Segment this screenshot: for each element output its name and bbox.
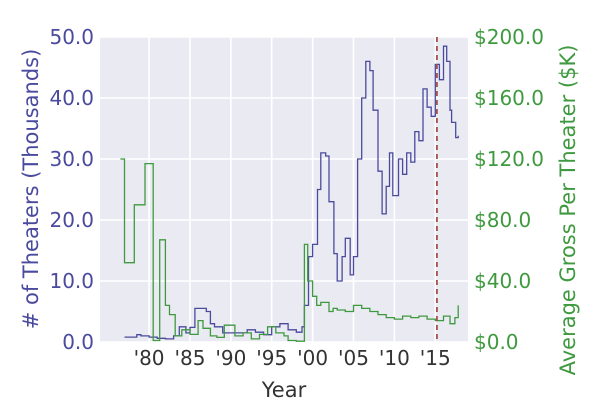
left-y-tick-label: 50.0 (49, 25, 94, 49)
grid (100, 36, 468, 343)
right-y-tick-label: $160.0 (474, 86, 544, 110)
right-y-tick-label: $200.0 (474, 25, 544, 49)
left-y-tick-label: 0.0 (62, 330, 94, 354)
x-tick-label: '00 (297, 346, 328, 370)
left-y-tick-label: 30.0 (49, 147, 94, 171)
avg-gross-series-line (120, 158, 459, 342)
right-y-tick-labels: $0.0 $40.0 $80.0 $120.0 $160.0 $200.0 (474, 25, 544, 354)
right-y-tick-label: $40.0 (474, 269, 531, 293)
left-y-tick-label: 40.0 (49, 86, 94, 110)
left-y-axis-label: # of Theaters (Thousands) (19, 49, 43, 330)
theaters-series-line (124, 45, 459, 340)
x-tick-label: '15 (420, 346, 451, 370)
right-y-tick-label: $0.0 (474, 330, 519, 354)
x-tick-label: '90 (215, 346, 246, 370)
left-y-tick-labels: 0.0 10.0 20.0 30.0 40.0 50.0 (49, 25, 94, 354)
right-y-axis-label: Average Gross Per Theater ($K) (556, 45, 580, 376)
x-tick-label: '80 (134, 346, 165, 370)
left-y-tick-label: 20.0 (49, 208, 94, 232)
x-tick-labels: '80 '85 '90 '95 '00 '05 '10 '15 (134, 346, 451, 370)
x-tick-label: '85 (174, 346, 205, 370)
plot-background (100, 37, 468, 342)
x-tick-label: '10 (379, 346, 410, 370)
left-y-tick-label: 10.0 (49, 269, 94, 293)
series-layer (120, 45, 459, 342)
x-tick-label: '95 (256, 346, 287, 370)
x-tick-label: '05 (338, 346, 369, 370)
right-y-tick-label: $80.0 (474, 208, 531, 232)
x-axis-label: Year (261, 378, 307, 402)
right-y-tick-label: $120.0 (474, 147, 544, 171)
